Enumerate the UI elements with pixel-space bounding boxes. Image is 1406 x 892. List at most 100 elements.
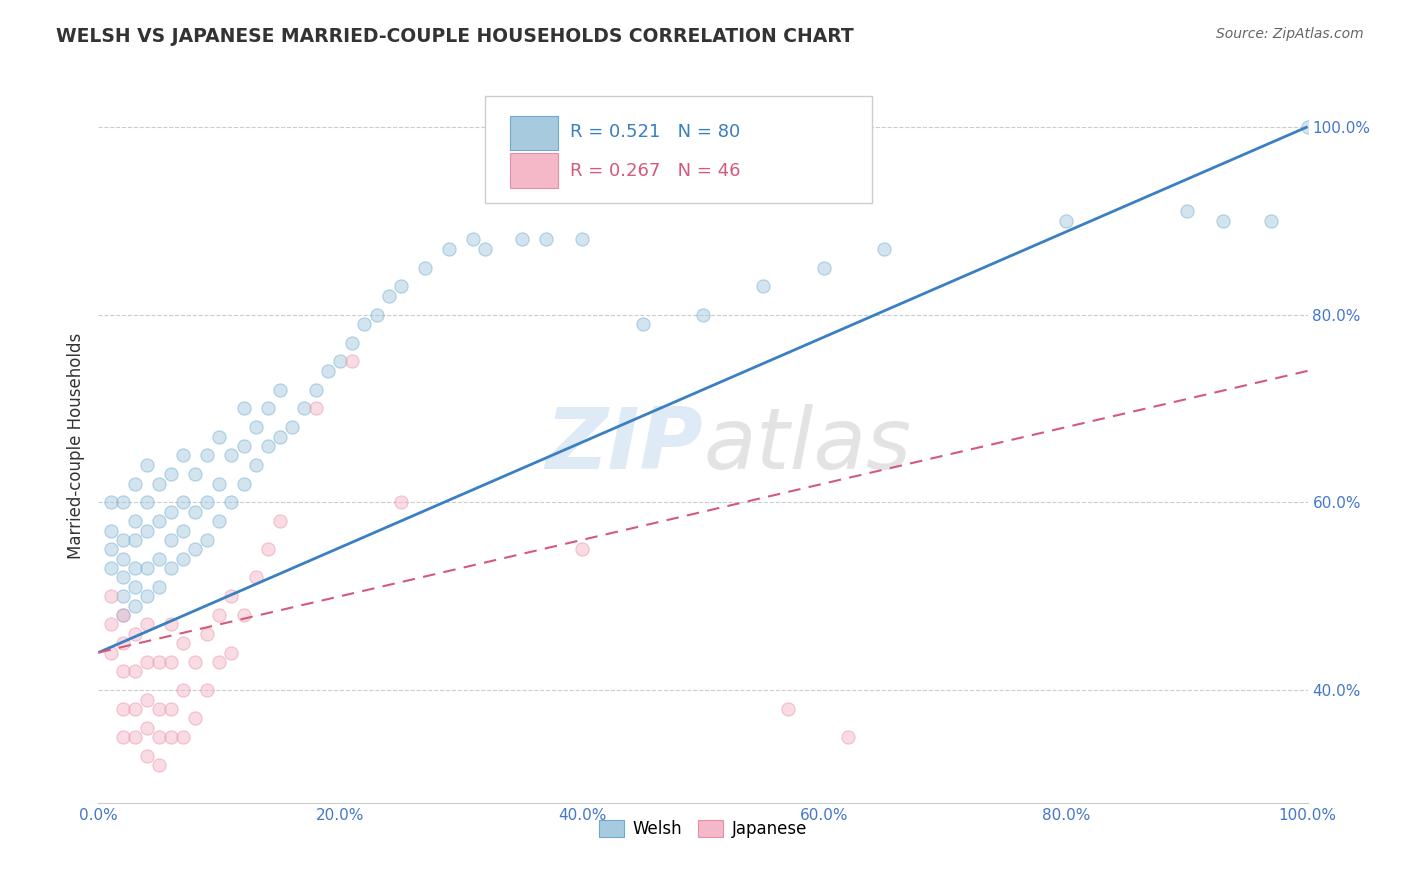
Point (135, 655, 157, 669)
Point (305, 401, 328, 416)
Point (353, 317, 375, 331)
Point (221, 449, 243, 463)
Point (195, 683, 218, 698)
Point (232, 439, 254, 453)
Point (631, 317, 654, 331)
Point (100, 646, 122, 660)
Point (148, 476, 170, 491)
Point (100, 561, 122, 575)
Point (111, 589, 134, 603)
Point (135, 495, 157, 509)
Point (184, 655, 207, 669)
Point (135, 561, 157, 575)
Point (377, 289, 399, 303)
Point (172, 551, 194, 566)
Point (184, 467, 207, 482)
Point (111, 702, 134, 716)
FancyBboxPatch shape (509, 153, 558, 187)
Point (437, 242, 460, 256)
Text: R = 0.521   N = 80: R = 0.521 N = 80 (569, 123, 740, 141)
Point (245, 570, 267, 584)
Point (269, 383, 291, 397)
Point (221, 589, 243, 603)
Point (389, 279, 412, 293)
Point (292, 401, 315, 416)
Point (208, 607, 231, 622)
Point (752, 279, 775, 293)
Point (124, 730, 146, 744)
Point (256, 439, 278, 453)
Point (148, 702, 170, 716)
Point (232, 476, 254, 491)
Point (111, 551, 134, 566)
Point (124, 533, 146, 547)
Point (111, 607, 134, 622)
Point (172, 495, 194, 509)
Point (256, 401, 278, 416)
Text: ZIP: ZIP (546, 404, 703, 488)
Point (172, 730, 194, 744)
Point (195, 627, 218, 641)
Point (148, 655, 170, 669)
Point (124, 476, 146, 491)
Point (510, 232, 533, 246)
Point (124, 514, 146, 528)
Point (160, 730, 183, 744)
Point (160, 533, 183, 547)
Point (160, 505, 183, 519)
Point (342, 335, 364, 350)
Point (389, 495, 412, 509)
Point (474, 242, 496, 256)
Point (111, 607, 134, 622)
Point (232, 607, 254, 622)
Point (281, 420, 304, 434)
Point (111, 730, 134, 744)
Point (160, 467, 183, 482)
Point (135, 748, 157, 763)
Point (135, 524, 157, 538)
Point (184, 711, 207, 725)
Point (160, 702, 183, 716)
Text: R = 0.267   N = 46: R = 0.267 N = 46 (569, 162, 741, 180)
Point (111, 533, 134, 547)
Point (124, 627, 146, 641)
Point (195, 495, 218, 509)
Point (100, 495, 122, 509)
Point (1296, 120, 1319, 134)
Point (135, 617, 157, 632)
Point (195, 449, 218, 463)
Point (100, 542, 122, 557)
Text: Source: ZipAtlas.com: Source: ZipAtlas.com (1216, 27, 1364, 41)
Point (124, 599, 146, 613)
Point (172, 449, 194, 463)
Point (135, 458, 157, 472)
Point (232, 401, 254, 416)
Point (100, 589, 122, 603)
Point (221, 495, 243, 509)
Point (813, 260, 835, 275)
Point (269, 514, 291, 528)
Point (160, 561, 183, 575)
Point (208, 476, 231, 491)
FancyBboxPatch shape (485, 96, 872, 203)
Point (256, 542, 278, 557)
Point (316, 364, 339, 378)
Point (305, 383, 328, 397)
Point (148, 758, 170, 772)
Text: WELSH VS JAPANESE MARRIED-COUPLE HOUSEHOLDS CORRELATION CHART: WELSH VS JAPANESE MARRIED-COUPLE HOUSEHO… (56, 27, 853, 45)
Text: atlas: atlas (703, 404, 911, 488)
Point (124, 580, 146, 594)
Point (184, 542, 207, 557)
Point (111, 570, 134, 584)
Point (148, 551, 170, 566)
Point (1212, 213, 1234, 227)
Point (124, 561, 146, 575)
Point (148, 514, 170, 528)
Point (195, 533, 218, 547)
Point (208, 429, 231, 443)
Point (1054, 213, 1077, 227)
Point (776, 702, 799, 716)
Point (873, 242, 896, 256)
Point (534, 232, 557, 246)
Point (160, 655, 183, 669)
